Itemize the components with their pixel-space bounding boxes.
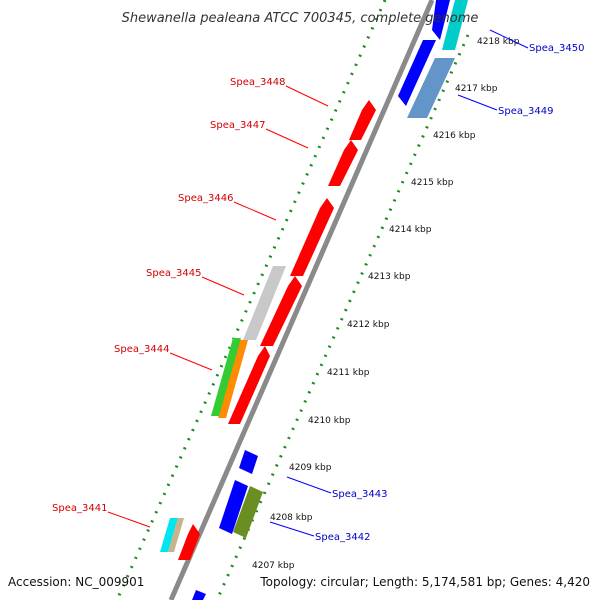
gene-label-spea-3449[interactable]: Spea_3449 [498,106,553,117]
gene-label-spea-3448[interactable]: Spea_3448 [230,77,285,88]
gene-spea-3442-blue [219,480,248,534]
leader-line [233,201,277,221]
gene-label-spea-3444[interactable]: Spea_3444 [114,344,169,355]
gene-spea-3449-blue [398,40,436,106]
tick-label: 4218 kbp [477,37,520,47]
tick-label: 4210 kbp [308,416,351,426]
gene-spea-3441 [178,524,200,560]
scale-ticks: 4218 kbp 4217 kbp 4216 kbp 4215 kbp 4214… [252,37,520,571]
leader-line [201,276,245,296]
tick-label: 4217 kbp [455,84,498,94]
gene-label-spea-3442[interactable]: Spea_3442 [315,532,370,543]
leader-line [457,94,498,111]
gene-spea-3445 [260,276,302,346]
tick-label: 4208 kbp [270,513,313,523]
leader-line [286,476,332,494]
gene-label-spea-3441[interactable]: Spea_3441 [52,503,107,514]
leader-line [107,511,151,528]
gene-label-spea-3445[interactable]: Spea_3445 [146,268,201,279]
gene-feature-blue-bottom [192,590,206,600]
leader-line [265,128,309,149]
leader-line [285,85,329,107]
gene-spea-3447 [328,140,358,186]
genome-backbone [168,0,435,600]
leader-line [169,352,213,371]
topology-text: Topology: circular; Length: 5,174,581 bp… [259,575,590,589]
gene-label-spea-3450[interactable]: Spea_3450 [529,43,584,54]
gene-feature-orange [218,340,248,418]
gene-spea-3444 [228,346,270,424]
gene-spea-3446 [290,198,334,276]
gene-label-spea-3443[interactable]: Spea_3443 [332,489,387,500]
gene-feature-green [211,338,241,416]
tick-label: 4216 kbp [433,131,476,141]
gene-feature-cyan-top [442,0,468,50]
accession-text: Accession: NC_009901 [8,575,144,589]
tick-label: 4209 kbp [289,463,332,473]
gene-label-spea-3447[interactable]: Spea_3447 [210,120,265,131]
leader-line [269,521,315,537]
leader-line [489,29,529,49]
gene-feature-tan [168,518,184,552]
gene-label-spea-3446[interactable]: Spea_3446 [178,193,233,204]
tick-label: 4212 kbp [347,320,390,330]
reverse-gene-labels: Spea_3450 Spea_3449 Spea_3443 Spea_3442 [269,29,584,543]
gene-feature-cyan [160,518,178,552]
gene-spea-3442 [233,486,263,538]
tick-label: 4214 kbp [389,225,432,235]
tick-label: 4213 kbp [368,272,411,282]
gene-spea-3450 [432,0,450,40]
forward-gene-labels: Spea_3448 Spea_3447 Spea_3446 Spea_3445 … [52,77,329,528]
gene-spea-3445-pseudo [243,266,286,340]
tick-label: 4215 kbp [411,178,454,188]
tick-label: 4211 kbp [327,368,370,378]
gene-spea-3449 [407,58,455,118]
gene-spea-3448 [349,100,376,140]
map-title: Shewanella pealeana ATCC 700345, complet… [122,11,479,26]
tick-label: 4207 kbp [252,561,295,571]
gene-spea-3443 [239,450,258,474]
